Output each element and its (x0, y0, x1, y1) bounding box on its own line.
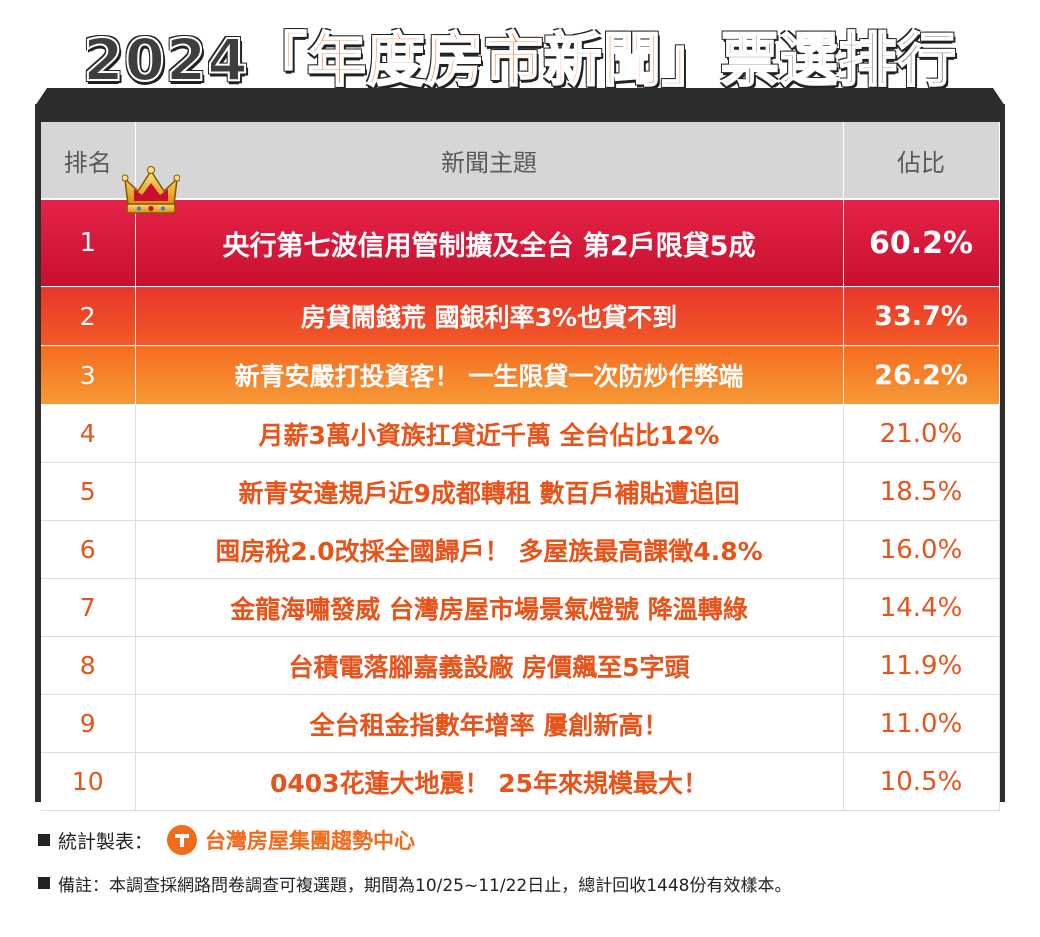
rank-cell: 6 (41, 520, 136, 579)
title-bracket-open: 「 (248, 26, 308, 94)
table-row: 9 全台租金指數年增率 屢創新高！ 11.0% (41, 694, 1000, 753)
title-suffix: 票選排行 (720, 26, 957, 94)
share-cell: 11.0% (843, 694, 1000, 753)
table-row: 5 新青安違規戶近9成都轉租 數百戶補貼遭追回 18.5% (41, 462, 1000, 521)
share-cell: 26.2% (843, 345, 1000, 405)
table-row: 8 台積電落腳嘉義設廠 房價飆至5字頭 11.9% (41, 636, 1000, 695)
topic-cell: 央行第七波信用管制擴及全台 第2戶限貸5成 (135, 199, 844, 287)
rank-cell: 7 (41, 578, 136, 637)
table-row: 4 月薪3萬小資族扛貸近千萬 全台佔比12% 21.0% (41, 404, 1000, 463)
table-row: 2 房貸鬧錢荒 國銀利率3%也貸不到 33.7% (41, 286, 1000, 346)
ranking-table: 排名 新聞主題 佔比 1 央行第七波信用管制擴及全台 第2戶限貸5成 60.2%… (41, 122, 1000, 811)
ranking-table-frame: 排名 新聞主題 佔比 1 央行第七波信用管制擴及全台 第2戶限貸5成 60.2%… (35, 104, 1005, 811)
share-cell: 10.5% (843, 752, 1000, 811)
rank-cell: 5 (41, 462, 136, 521)
share-cell: 18.5% (843, 462, 1000, 521)
page-title: 2024 「 年度房市新聞 」 票選排行 (82, 26, 957, 94)
share-cell: 21.0% (843, 404, 1000, 463)
note-line: 備註：本調查採網路問卷調查可複選題，期間為10/25~11/22日止，總計回收1… (38, 868, 792, 898)
header-share: 佔比 (843, 122, 1000, 200)
table-header-row: 排名 新聞主題 佔比 (41, 122, 1000, 200)
rank-cell: 8 (41, 636, 136, 695)
share-cell: 11.9% (843, 636, 1000, 695)
title-highlight: 年度房市新聞 (307, 26, 662, 94)
company-logo-icon (167, 825, 198, 855)
bullet-square-icon (38, 834, 50, 846)
share-cell: 60.2% (843, 199, 1000, 287)
note-text: 備註：本調查採網路問卷調查可複選題，期間為10/25~11/22日止，總計回收1… (58, 875, 792, 896)
rank-cell: 2 (41, 286, 136, 346)
header-rank: 排名 (41, 122, 136, 200)
topic-cell: 新青安違規戶近9成都轉租 數百戶補貼遭追回 (135, 462, 844, 521)
rank-cell: 3 (41, 345, 136, 405)
rank-cell: 9 (41, 694, 136, 753)
rank-cell: 10 (41, 752, 136, 811)
source-org: 台灣房屋集團趨勢中心 (205, 829, 416, 853)
rank-cell: 4 (41, 404, 136, 463)
title-year: 2024 (82, 26, 249, 94)
title-banner: 2024 「 年度房市新聞 」 票選排行 (36, 12, 1004, 108)
table-row: 7 金龍海嘯發威 台灣房屋市場景氣燈號 降溫轉綠 14.4% (41, 578, 1000, 637)
table-row: 3 新青安嚴打投資客！ 一生限貸一次防炒作弊端 26.2% (41, 345, 1000, 405)
table-row: 6 囤房稅2.0改採全國歸戶！ 多屋族最高課徵4.8% 16.0% (41, 520, 1000, 579)
topic-cell: 全台租金指數年增率 屢創新高！ (135, 694, 844, 753)
title-bracket-close: 」 (661, 26, 721, 94)
source-line: 統計製表： 台灣房屋集團趨勢中心 (38, 820, 415, 860)
topic-cell: 房貸鬧錢荒 國銀利率3%也貸不到 (135, 286, 844, 346)
topic-cell: 0403花蓮大地震！ 25年來規模最大！ (135, 752, 844, 811)
topic-cell: 囤房稅2.0改採全國歸戶！ 多屋族最高課徵4.8% (135, 520, 844, 579)
share-cell: 16.0% (843, 520, 1000, 579)
source-label: 統計製表： (58, 830, 154, 853)
topic-cell: 月薪3萬小資族扛貸近千萬 全台佔比12% (135, 404, 844, 463)
share-cell: 33.7% (843, 286, 1000, 346)
rank-cell: 1 (41, 199, 136, 287)
bullet-square-icon (38, 877, 50, 889)
header-topic: 新聞主題 (135, 122, 844, 200)
share-cell: 14.4% (843, 578, 1000, 637)
table-row: 10 0403花蓮大地震！ 25年來規模最大！ 10.5% (41, 752, 1000, 811)
topic-cell: 新青安嚴打投資客！ 一生限貸一次防炒作弊端 (135, 345, 844, 405)
topic-cell: 台積電落腳嘉義設廠 房價飆至5字頭 (135, 636, 844, 695)
topic-cell: 金龍海嘯發威 台灣房屋市場景氣燈號 降溫轉綠 (135, 578, 844, 637)
crown-icon (122, 166, 180, 214)
table-row: 1 央行第七波信用管制擴及全台 第2戶限貸5成 60.2% (41, 199, 1000, 287)
